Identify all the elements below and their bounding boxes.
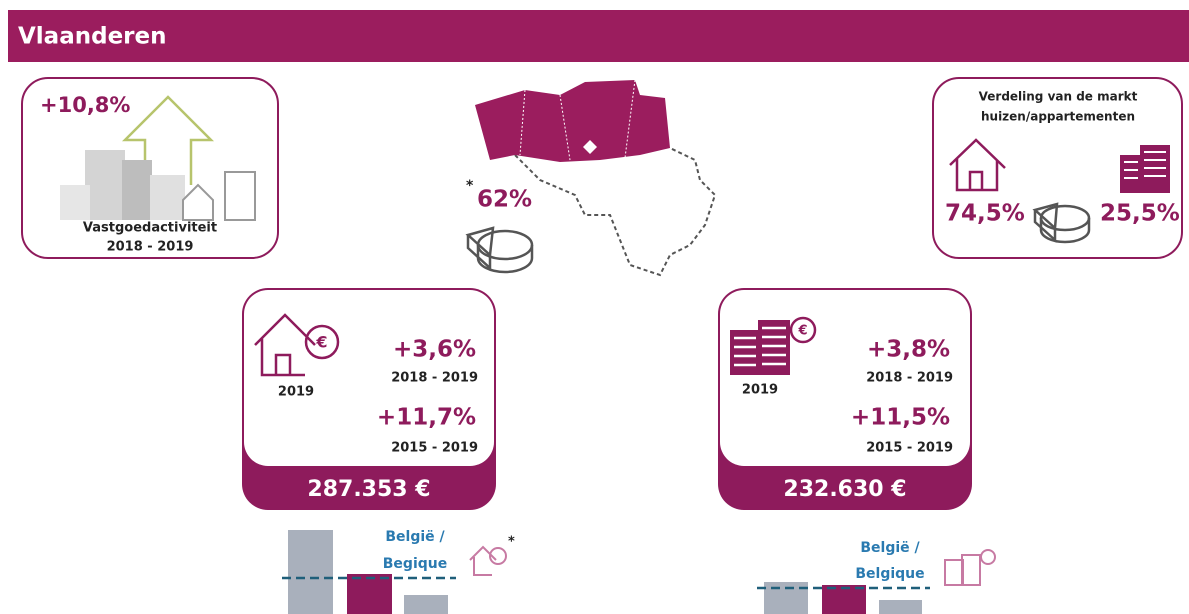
belgium-label: Belgique	[855, 566, 924, 582]
euro-sign: €	[797, 324, 807, 339]
apartment-euro-icon	[730, 316, 817, 375]
euro-sign: €	[315, 333, 327, 352]
apartment-change-short: +3,8%	[867, 337, 950, 363]
activity-label: Vastgoedactiviteit	[83, 221, 217, 236]
belgium-label: Begique	[383, 556, 447, 572]
comparison-note: *	[508, 535, 515, 550]
market-apartments: 25,5%	[1100, 201, 1180, 227]
apartment-change-long: +11,5%	[851, 405, 950, 431]
belgium-map	[475, 79, 717, 277]
market-box	[932, 77, 1183, 259]
pie-icon	[1032, 202, 1091, 244]
market-title: huizen/appartementen	[981, 110, 1135, 124]
apartment-year: 2019	[742, 383, 778, 398]
market-title: Verdeling van de markt	[979, 90, 1138, 104]
house-period-long: 2015 - 2019	[391, 441, 478, 456]
map-note: *	[466, 178, 474, 194]
house-euro-icon	[254, 313, 340, 377]
belgium-label: België /	[860, 540, 920, 556]
market-houses: 74,5%	[945, 201, 1025, 227]
comparison-bars	[282, 530, 456, 614]
house-period-short: 2018 - 2019	[391, 371, 478, 386]
apartment-period-short: 2018 - 2019	[866, 371, 953, 386]
apartment-price: 232.630 €	[783, 477, 906, 502]
belgium-label: België /	[385, 529, 445, 545]
house-icon	[949, 138, 1006, 192]
header-title: Vlaanderen	[18, 24, 166, 50]
apartment-euro-icon-small	[944, 549, 996, 586]
house-year: 2019	[278, 385, 314, 400]
house-change-long: +11,7%	[377, 405, 476, 431]
house-price: 287.353 €	[307, 477, 430, 502]
activity-period: 2018 - 2019	[107, 240, 194, 255]
header-bar	[8, 10, 1189, 62]
map-share: 62%	[477, 187, 532, 213]
city-illustration	[60, 95, 256, 221]
apartment-period-long: 2015 - 2019	[866, 441, 953, 456]
house-change-short: +3,6%	[393, 337, 476, 363]
comparison-bars	[757, 582, 930, 614]
activity-change: +10,8%	[40, 93, 130, 117]
house-euro-icon-small	[469, 545, 507, 576]
apartment-icon	[1120, 145, 1170, 193]
pie-icon	[465, 226, 534, 274]
